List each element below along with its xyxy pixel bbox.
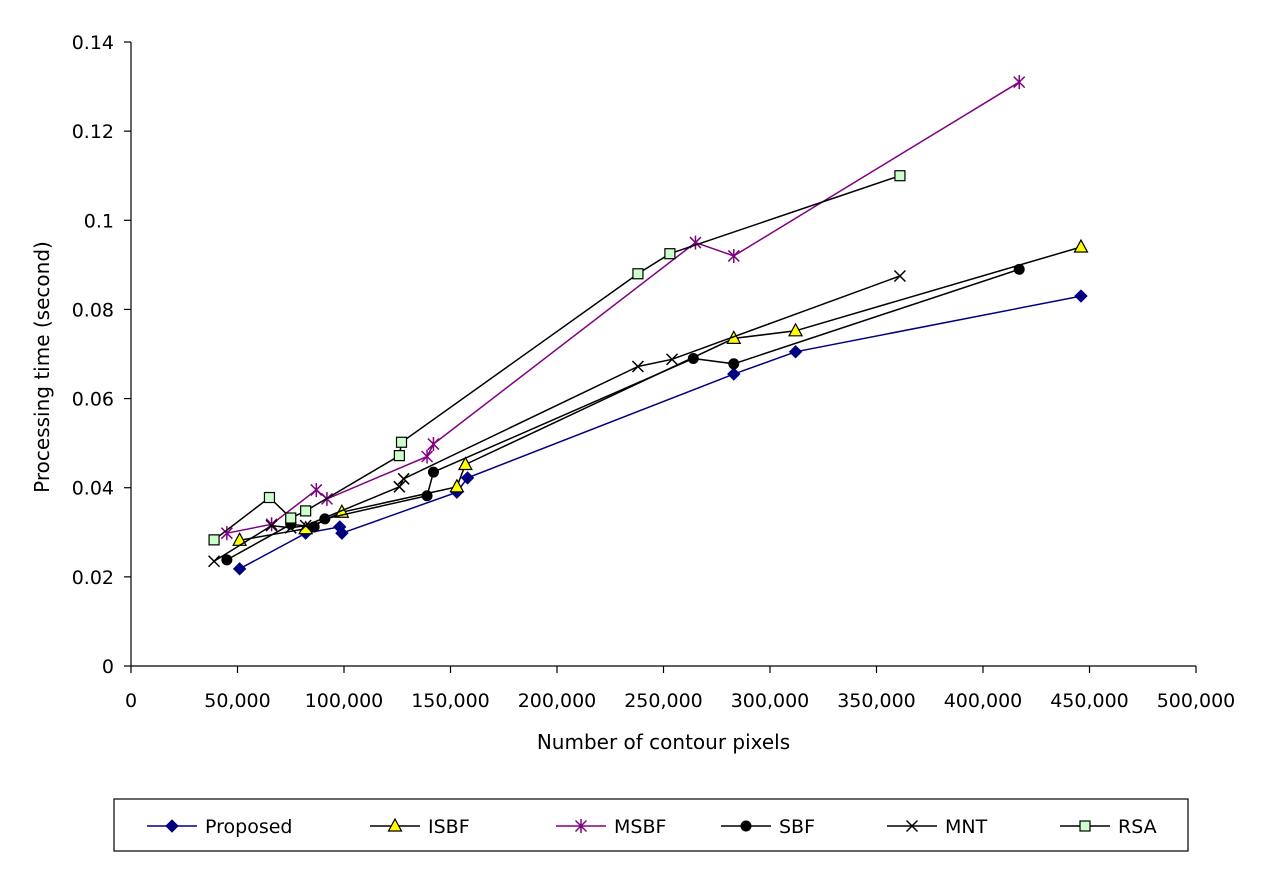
x-tick-label: 300,000 [731,690,810,712]
y-tick-label: 0.14 [72,32,114,54]
x-tick-label: 350,000 [837,690,916,712]
y-tick-label: 0.12 [72,121,114,143]
data-point-sbf [687,352,699,364]
series-line-proposed [239,295,1082,570]
data-point-sbf [421,490,433,502]
data-point-mnt [893,269,906,283]
data-point-isbf [449,478,465,493]
data-point-isbf [788,322,804,337]
data-point-sbf [740,820,752,832]
data-point-rsa [208,534,220,546]
x-tick-label: 50,000 [204,690,270,712]
data-point-rsa [664,248,676,260]
data-point-rsa [894,170,906,182]
data-point-proposed [727,367,741,381]
y-tick-label: 0.08 [72,299,114,321]
data-point-isbf [387,817,403,832]
series-mnt [208,269,906,568]
data-point-rsa [632,268,644,280]
x-axis-title: Number of contour pixels [537,730,790,754]
series-sbf [221,263,1025,566]
legend-item-sbf: SBF [721,816,815,838]
data-point-proposed [335,526,349,540]
data-point-rsa [263,491,276,504]
y-tick-label: 0.1 [84,210,114,232]
ticks: 0 0.02 0.04 0.06 0.08 0.1 0.12 0.14 0 50,000 100,0… [72,32,1236,712]
x-tick-label: 250,000 [624,690,703,712]
legend-item-isbf: ISBF [370,816,470,838]
legend-item-proposed: Proposed [147,816,292,838]
y-tick-label: 0.04 [72,478,114,500]
legend-label: Proposed [205,816,292,838]
x-tick-label: 450,000 [1050,690,1129,712]
series-group [208,75,1089,576]
data-point-rsa [1079,820,1091,832]
data-point-isbf [1073,238,1089,253]
series-line-msbf [226,81,1020,534]
series-isbf [232,238,1089,546]
series-proposed [232,289,1088,576]
data-point-rsa [300,505,312,517]
data-point-proposed [165,819,179,833]
legend-label: ISBF [428,816,470,838]
data-point-mnt [905,819,919,833]
data-point-proposed [460,471,475,485]
x-tick-label: 0 [125,690,137,712]
series-rsa [208,170,906,546]
data-point-sbf [221,554,233,566]
x-tick-label: 100,000 [305,690,384,712]
y-tick-label: 0.06 [72,389,114,411]
legend-label: MNT [945,816,988,838]
data-point-sbf [728,358,740,370]
data-point-mnt [299,519,312,532]
legend-label: RSA [1118,816,1157,838]
data-point-mnt [208,555,221,568]
data-point-rsa [393,450,405,462]
data-point-isbf [457,456,473,471]
legend-item-msbf: MSBF [556,816,666,838]
data-point-msbf [427,437,440,452]
data-point-msbf [1013,75,1026,90]
data-point-msbf [421,449,434,464]
legend: Proposed ISBF MSBF SBF MNT RSA [113,798,1189,852]
x-tick-label: 150,000 [411,690,490,712]
x-tick-label: 200,000 [518,690,597,712]
y-tick-label: 0 [102,656,114,678]
data-point-mnt [631,360,644,373]
data-point-msbf [574,819,588,833]
data-point-sbf [1013,263,1025,275]
data-point-msbf [727,248,740,263]
data-point-proposed [788,345,803,359]
data-point-mnt [397,472,410,485]
data-point-mnt [284,521,297,534]
y-tick-label: 0.02 [72,567,114,589]
data-point-sbf [427,466,439,478]
legend-label: MSBF [614,816,666,838]
x-tick-label: 500,000 [1157,690,1236,712]
data-point-msbf [310,482,323,497]
legend-box [113,798,1189,852]
legend-label: SBF [779,816,815,838]
legend-item-rsa: RSA [1060,816,1157,838]
data-point-proposed [232,562,247,576]
data-point-msbf [689,235,702,250]
axes [130,42,1196,667]
y-axis-title: Processing time (second) [30,241,54,493]
data-point-mnt [393,480,406,493]
data-point-mnt [665,353,679,366]
data-point-proposed [1074,289,1088,303]
x-tick-label: 400,000 [944,690,1023,712]
legend-item-mnt: MNT [887,816,988,838]
data-point-mnt [265,519,278,532]
data-point-msbf [220,526,233,541]
data-point-rsa [395,436,408,448]
data-point-rsa [285,512,297,524]
